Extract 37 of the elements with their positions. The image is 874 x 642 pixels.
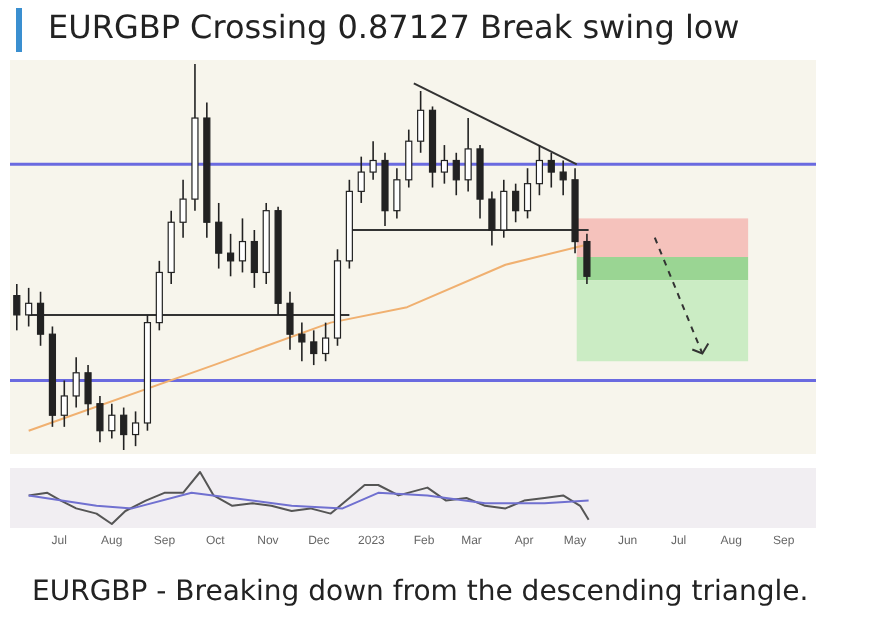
candlestick	[215, 202, 223, 270]
candlestick	[512, 182, 520, 224]
candlestick	[131, 410, 140, 447]
candlestick	[84, 364, 92, 417]
candlestick	[36, 290, 45, 347]
candlestick	[547, 151, 555, 189]
candlestick	[72, 356, 80, 409]
candlestick	[369, 140, 377, 181]
candlestick	[405, 128, 413, 189]
candlestick	[286, 290, 294, 351]
candlestick	[25, 287, 33, 328]
candlestick	[179, 179, 187, 239]
candlestick	[108, 402, 116, 440]
candlestick	[13, 283, 21, 332]
candlestick	[250, 229, 258, 289]
candlestick	[298, 321, 306, 363]
candlestick	[452, 151, 460, 197]
candlestick	[559, 159, 567, 197]
candlestick	[417, 90, 425, 154]
candlestick	[310, 329, 318, 366]
candlestick	[393, 167, 401, 220]
candlestick	[226, 233, 235, 278]
candlestick	[500, 179, 508, 239]
chart-title: EURGBP Crossing 0.87127 Break swing low	[48, 8, 740, 46]
text: EURGBP - Breaking down from the descending triangle.	[32, 576, 809, 608]
candlestick	[60, 379, 68, 428]
candlestick	[535, 144, 544, 197]
candlestick	[464, 117, 472, 193]
candlestick	[322, 321, 330, 363]
candlestick	[238, 217, 247, 274]
candlestick	[120, 406, 128, 451]
candlestick	[357, 155, 365, 204]
candlestick	[583, 233, 591, 285]
candlestick	[523, 167, 532, 220]
candlestick	[488, 190, 496, 247]
candlestick	[440, 144, 448, 185]
candlestick	[96, 395, 104, 444]
